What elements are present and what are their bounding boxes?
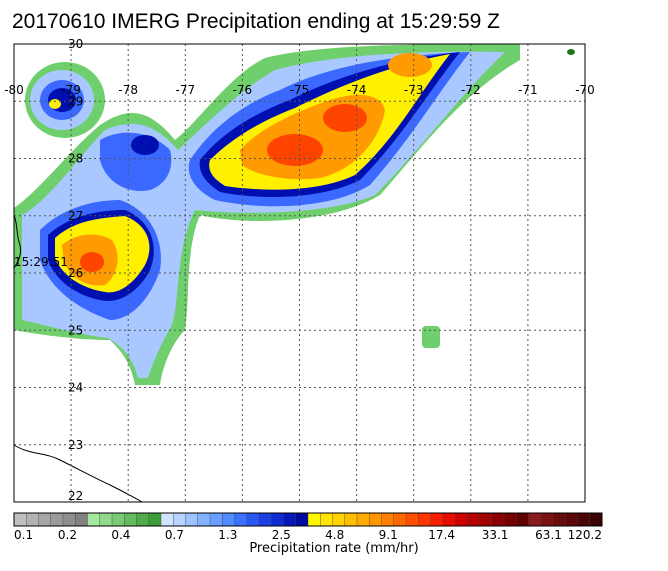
colorbar-tick-label: 1.3	[218, 528, 237, 542]
latitude-label: 25	[68, 323, 83, 337]
colorbar-tick-label: 2.5	[272, 528, 291, 542]
coastline	[13, 214, 143, 503]
colorbar-swatch	[50, 512, 64, 527]
colorbar-swatch	[283, 512, 297, 527]
longitude-label: -75	[290, 83, 310, 97]
colorbar-swatch	[577, 512, 591, 527]
latitude-label: 23	[68, 438, 83, 452]
colorbar-tick-label: 17.4	[428, 528, 455, 542]
colorbar	[13, 512, 603, 527]
longitude-label: -72	[461, 83, 481, 97]
latitude-label: 29	[68, 94, 83, 108]
map-title: 20170610 IMERG Precipitation ending at 1…	[12, 10, 500, 33]
colorbar-tick-label: 63.1	[535, 528, 562, 542]
colorbar-swatch	[295, 512, 309, 527]
latitude-label: 22	[68, 489, 83, 503]
colorbar-swatch	[491, 512, 505, 527]
colorbar-swatch	[307, 512, 321, 527]
colorbar-swatch	[38, 512, 52, 527]
colorbar-swatch	[234, 512, 248, 527]
colorbar-swatch	[369, 512, 383, 527]
colorbar-swatch	[344, 512, 358, 527]
colorbar-tick-label: 9.1	[379, 528, 398, 542]
longitude-label: -70	[575, 83, 595, 97]
colorbar-swatch	[442, 512, 456, 527]
longitude-labels: -80 -79 -78 -77 -76 -75 -74 -73 -72 -71 -70	[4, 83, 595, 97]
latitude-labels: 22 23 24 25 26 27 28 29 30	[68, 37, 83, 503]
colorbar-swatch	[75, 512, 89, 527]
colorbar-tick-label: 0.4	[111, 528, 130, 542]
colorbar-swatch	[271, 512, 285, 527]
colorbar-swatch	[589, 512, 603, 527]
colorbar-swatch	[503, 512, 517, 527]
colorbar-tick-label: 4.8	[325, 528, 344, 542]
colorbar-swatch	[99, 512, 113, 527]
small-rain-cell	[567, 49, 575, 55]
colorbar-swatch	[467, 512, 481, 527]
colorbar-tick-label: 120.2	[568, 528, 602, 542]
colorbar-swatch	[479, 512, 493, 527]
colorbar-labels: 0.1 0.2 0.4 0.7 1.3 2.5 4.8 9.1 17.4 33.1 63.1 120.…	[14, 528, 602, 542]
colorbar-swatch	[528, 512, 542, 527]
colorbar-swatch	[552, 512, 566, 527]
colorbar-tick-label: 0.1	[14, 528, 33, 542]
colorbar-swatch	[430, 512, 444, 527]
colorbar-frame	[13, 512, 603, 527]
colorbar-swatch	[185, 512, 199, 527]
colorbar-swatch	[540, 512, 554, 527]
latitude-label: 28	[68, 152, 83, 166]
colorbar-swatch	[258, 512, 272, 527]
colorbar-swatch	[516, 512, 530, 527]
longitude-label: -77	[175, 83, 195, 97]
longitude-label: -79	[61, 83, 81, 97]
colorbar-swatch	[26, 512, 40, 527]
colorbar-title: Precipitation rate (mm/hr)	[249, 541, 419, 556]
time-label: 15:29:51	[14, 255, 68, 269]
colorbar-swatch	[454, 512, 468, 527]
colorbar-swatch	[124, 512, 138, 527]
colorbar-tick-label: 0.2	[58, 528, 77, 542]
latitude-label: 24	[68, 381, 83, 395]
colorbar-swatch	[332, 512, 346, 527]
map-frame	[13, 43, 586, 503]
colorbar-swatch	[160, 512, 174, 527]
longitude-label: -73	[404, 83, 424, 97]
longitude-label: -74	[347, 83, 367, 97]
colorbar-swatch	[148, 512, 162, 527]
colorbar-swatch	[246, 512, 260, 527]
colorbar-swatch	[381, 512, 395, 527]
colorbar-swatch	[197, 512, 211, 527]
latitude-label: 26	[68, 266, 83, 280]
colorbar-tick-label: 0.7	[165, 528, 184, 542]
colorbar-swatch	[393, 512, 407, 527]
longitude-label: -71	[518, 83, 538, 97]
colorbar-swatch	[173, 512, 187, 527]
latitude-label: 30	[68, 37, 83, 51]
colorbar-swatch	[405, 512, 419, 527]
longitude-label: -80	[4, 83, 24, 97]
colorbar-swatch	[111, 512, 125, 527]
colorbar-swatch	[565, 512, 579, 527]
colorbar-tick-label: 33.1	[482, 528, 509, 542]
longitude-label: -78	[118, 83, 138, 97]
latitude-label: 27	[68, 209, 83, 223]
colorbar-swatch	[136, 512, 150, 527]
longitude-label: -76	[233, 83, 253, 97]
colorbar-swatch	[62, 512, 76, 527]
colorbar-swatch	[356, 512, 370, 527]
precipitation-field	[14, 44, 575, 385]
colorbar-swatch	[87, 512, 101, 527]
colorbar-swatch	[13, 512, 27, 527]
colorbar-swatch	[222, 512, 236, 527]
colorbar-swatch	[209, 512, 223, 527]
colorbar-swatch	[418, 512, 432, 527]
colorbar-swatch	[320, 512, 334, 527]
